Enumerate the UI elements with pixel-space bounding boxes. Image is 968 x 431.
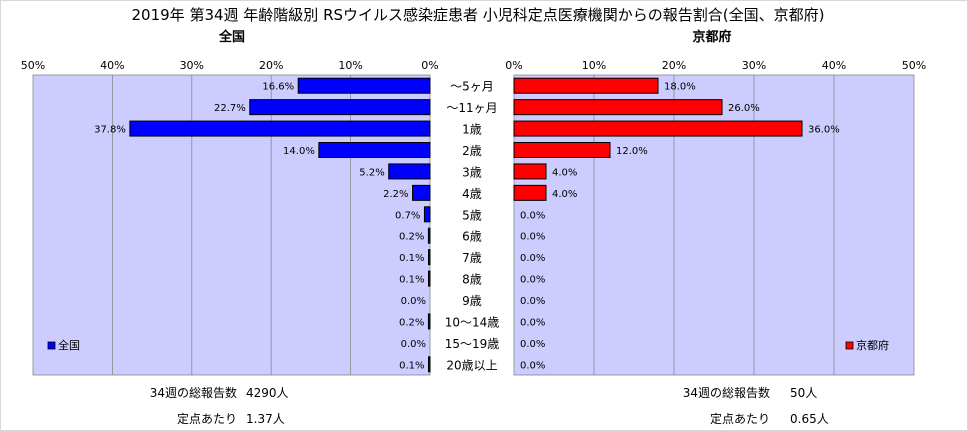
kyoto-bar <box>513 184 547 201</box>
kyoto-data-label: 0.0% <box>520 360 545 371</box>
kyoto-legend-swatch <box>845 341 854 350</box>
national-data-label: 2.2% <box>383 189 408 200</box>
kyoto-per-label: 定点あたり <box>709 412 770 426</box>
kyoto-data-label: 18.0% <box>664 82 696 93</box>
national-bar <box>129 120 431 137</box>
national-data-label: 0.1% <box>399 253 424 264</box>
kyoto-data-label: 0.0% <box>520 232 545 243</box>
national-bar <box>428 270 431 287</box>
national-bar <box>249 99 431 116</box>
national-x-tick-label: 40% <box>100 59 124 72</box>
national-bar <box>428 249 431 266</box>
kyoto-bar <box>513 120 803 137</box>
national-data-label: 0.1% <box>399 275 424 286</box>
category-label: 1歳 <box>462 123 482 137</box>
category-label: 2歳 <box>462 144 482 158</box>
category-label: 9歳 <box>462 294 482 308</box>
kyoto-x-tick-label: 20% <box>662 59 686 72</box>
category-label: 5歳 <box>462 208 482 222</box>
kyoto-data-label: 0.0% <box>520 296 545 307</box>
kyoto-data-label: 0.0% <box>520 275 545 286</box>
category-label: 3歳 <box>462 165 482 179</box>
national-x-tick-label: 20% <box>259 59 283 72</box>
national-data-label: 0.2% <box>399 317 424 328</box>
national-panel-title: 全国 <box>218 29 245 45</box>
kyoto-x-tick-label: 10% <box>582 59 606 72</box>
kyoto-total-label: 34週の総報告数 <box>682 386 770 400</box>
chart-title: 2019年 第34週 年齢階級別 RSウイルス感染症患者 小児科定点医療機関から… <box>132 6 825 24</box>
kyoto-bar <box>513 99 723 116</box>
kyoto-panel-title: 京都府 <box>692 29 731 45</box>
national-bar <box>412 184 431 201</box>
category-label: 20歳以上 <box>446 358 497 372</box>
kyoto-data-label: 26.0% <box>728 103 760 114</box>
kyoto-data-label: 36.0% <box>808 125 840 136</box>
category-label: 4歳 <box>462 187 482 201</box>
kyoto-legend-label: 京都府 <box>856 338 889 352</box>
category-label: 10～14歳 <box>445 315 500 329</box>
kyoto-bar <box>513 77 659 94</box>
national-data-label: 14.0% <box>283 146 315 157</box>
national-data-label: 0.1% <box>399 360 424 371</box>
kyoto-data-label: 12.0% <box>616 146 648 157</box>
national-plot-area <box>32 74 431 376</box>
category-label: ～11ヶ月 <box>446 101 497 115</box>
national-x-tick-label: 30% <box>180 59 204 72</box>
category-label: 6歳 <box>462 230 482 244</box>
national-total-value: 4290人 <box>246 386 289 400</box>
national-x-tick-label: 10% <box>338 59 362 72</box>
category-label: ～5ヶ月 <box>450 80 494 94</box>
category-label: 7歳 <box>462 251 482 265</box>
national-bar <box>297 77 431 94</box>
category-label: 8歳 <box>462 273 482 287</box>
kyoto-x-tick-label: 0% <box>505 59 522 72</box>
national-per-label: 定点あたり <box>176 412 237 426</box>
national-data-label: 0.0% <box>401 339 426 350</box>
kyoto-data-label: 0.0% <box>520 339 545 350</box>
national-bar <box>427 227 431 244</box>
national-x-tick-label: 50% <box>21 59 45 72</box>
kyoto-total-value: 50人 <box>790 386 818 400</box>
kyoto-bar <box>513 163 547 180</box>
kyoto-data-label: 4.0% <box>552 167 577 178</box>
national-x-tick-label: 0% <box>421 59 438 72</box>
kyoto-data-label: 4.0% <box>552 189 577 200</box>
national-data-label: 37.8% <box>94 125 126 136</box>
kyoto-data-label: 0.0% <box>520 210 545 221</box>
national-legend-swatch <box>47 341 56 350</box>
kyoto-per-value: 0.65人 <box>790 412 829 426</box>
kyoto-x-tick-label: 50% <box>902 59 926 72</box>
national-bar <box>388 163 431 180</box>
national-data-label: 16.6% <box>262 82 294 93</box>
national-data-label: 5.2% <box>359 167 384 178</box>
national-bar <box>427 313 431 330</box>
category-label: 15～19歳 <box>445 337 500 351</box>
national-data-label: 0.0% <box>401 296 426 307</box>
kyoto-x-tick-label: 30% <box>742 59 766 72</box>
kyoto-data-label: 0.0% <box>520 317 545 328</box>
national-per-value: 1.37人 <box>246 412 285 426</box>
kyoto-x-tick-label: 40% <box>822 59 846 72</box>
national-data-label: 0.2% <box>399 232 424 243</box>
national-data-label: 0.7% <box>395 210 420 221</box>
kyoto-data-label: 0.0% <box>520 253 545 264</box>
national-bar <box>423 206 431 223</box>
national-total-label: 34週の総報告数 <box>149 386 237 400</box>
national-bar <box>428 356 431 373</box>
national-bar <box>318 142 431 158</box>
kyoto-plot-area <box>513 74 915 376</box>
kyoto-bar <box>513 142 611 158</box>
national-legend-label: 全国 <box>58 338 80 352</box>
national-data-label: 22.7% <box>214 103 246 114</box>
